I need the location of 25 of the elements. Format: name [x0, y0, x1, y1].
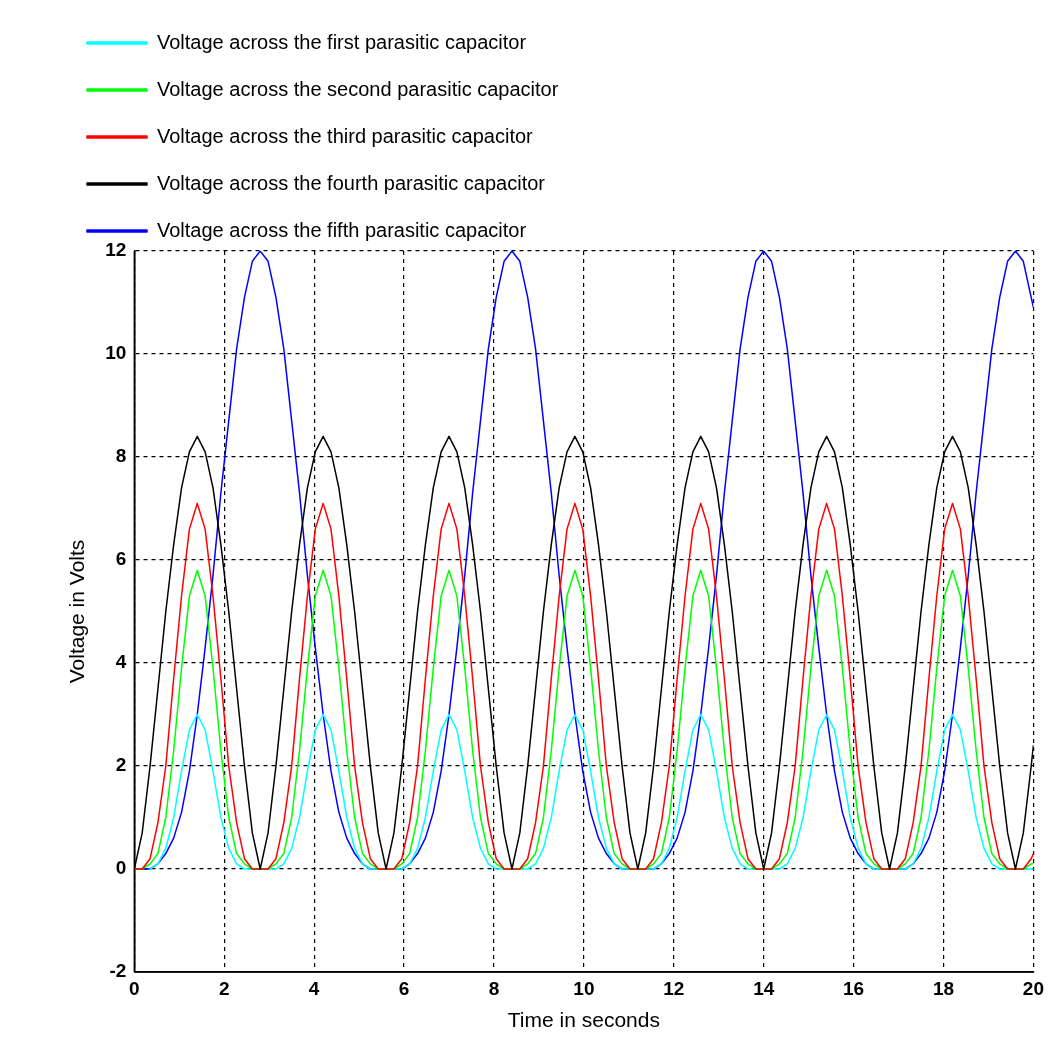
x-tick-label: 16: [843, 977, 865, 999]
y-tick-label: 2: [115, 754, 127, 776]
y-tick-label: -2: [109, 960, 127, 982]
legend-label: Voltage across the fifth parasitic capacitor: [157, 218, 527, 241]
x-tick-label: 4: [308, 977, 320, 999]
x-axis-title: Time in seconds: [507, 1008, 660, 1032]
x-tick-label: 6: [398, 977, 410, 999]
y-axis-title: Voltage in Volts: [65, 539, 89, 684]
y-tick-label: 10: [105, 342, 127, 364]
legend-label: Voltage across the fourth parasitic capacitor: [157, 171, 546, 194]
y-tick-label: 6: [115, 548, 127, 570]
y-tick-label: 12: [105, 239, 127, 261]
x-tick-label: 2: [218, 977, 230, 999]
x-tick-label: 10: [573, 977, 595, 999]
x-tick-label: 12: [663, 977, 685, 999]
x-tick-label: 20: [1022, 977, 1044, 999]
y-tick-label: 4: [115, 651, 127, 673]
legend-label: Voltage across the first parasitic capacitor: [157, 30, 527, 53]
legend-label: Voltage across the second parasitic capacitor: [157, 77, 559, 100]
y-tick-label: 8: [115, 445, 127, 467]
x-tick-label: 8: [488, 977, 500, 999]
y-tick-label: 0: [115, 857, 127, 879]
x-tick-label: 18: [932, 977, 955, 999]
x-tick-label: 14: [753, 977, 775, 999]
legend-label: Voltage across the third parasitic capacitor: [157, 124, 534, 147]
